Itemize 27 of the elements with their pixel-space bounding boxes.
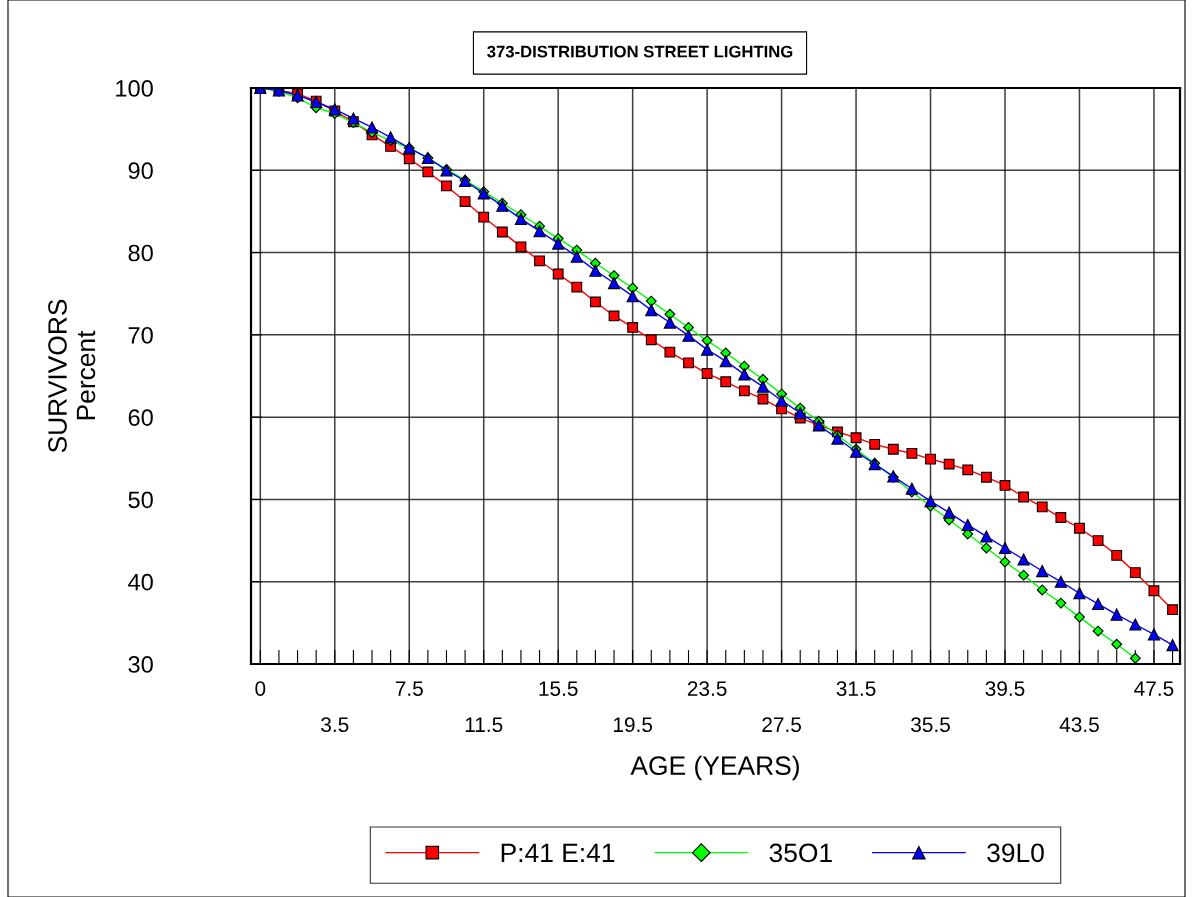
x-tick-label: 15.5 — [539, 681, 578, 696]
y-axis-title: SURVIVORS Percent — [48, 299, 96, 453]
x-tick-label: 31.5 — [836, 681, 876, 696]
x-tick-label: 3.5 — [321, 717, 349, 733]
y-tick-label: 100 — [116, 80, 153, 97]
x-axis-title: AGE (YEARS) — [630, 755, 799, 781]
legend-label: P:41 E:41 — [501, 843, 615, 862]
y-tick-label: 30 — [128, 656, 153, 673]
y-tick-label: 90 — [128, 162, 153, 180]
x-tick-label: 0 — [255, 681, 266, 696]
x-tick-label: 47.5 — [1134, 681, 1174, 696]
x-tick-label: 11.5 — [465, 717, 503, 733]
legend-label: 35O1 — [769, 843, 832, 863]
y-tick-label: 60 — [128, 409, 153, 426]
y-tick-label: 50 — [128, 491, 153, 509]
x-tick-label: 35.5 — [911, 717, 950, 733]
y-tick-label: 70 — [128, 326, 153, 344]
x-tick-label: 43.5 — [1059, 717, 1099, 733]
x-tick-label: 39.5 — [985, 681, 1025, 696]
chart-title: 373-DISTRIBUTION STREET LIGHTING — [487, 45, 793, 58]
x-tick-label: 23.5 — [687, 681, 727, 696]
x-tick-label: 19.5 — [613, 717, 653, 733]
y-tick-label: 40 — [128, 573, 153, 591]
x-tick-label: 27.5 — [762, 717, 801, 733]
y-tick-label: 80 — [128, 244, 153, 262]
x-tick-label: 7.5 — [395, 681, 423, 696]
legend-label: 39L0 — [987, 843, 1044, 863]
